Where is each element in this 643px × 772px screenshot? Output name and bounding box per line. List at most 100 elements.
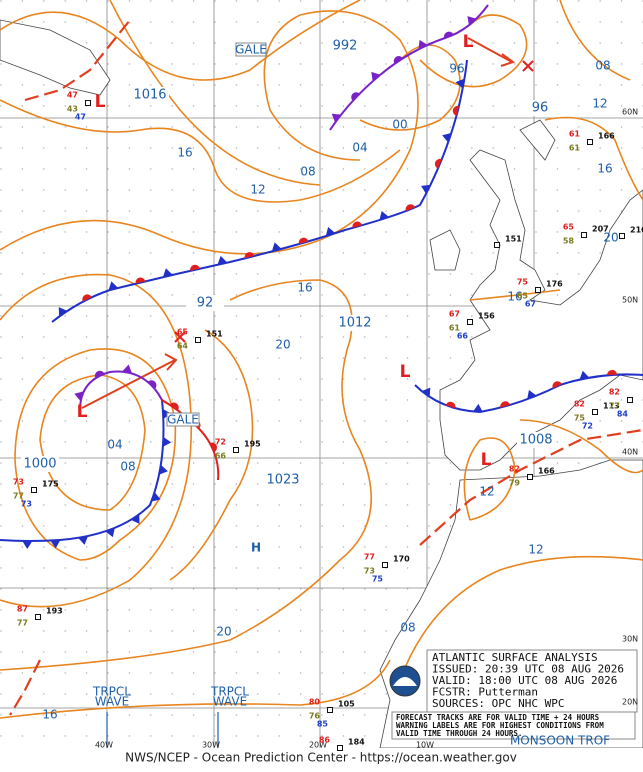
info-line: FCSTR: Putterman	[432, 686, 538, 699]
station-value: 176	[546, 280, 563, 289]
front-symbol	[74, 391, 84, 401]
front-symbol	[418, 39, 428, 50]
station-value: 113	[603, 402, 620, 411]
front-symbol	[58, 307, 68, 317]
station-value: 84	[617, 410, 629, 419]
low-center: L	[463, 32, 474, 52]
front-symbol	[135, 277, 146, 284]
station-value: 43	[67, 105, 78, 114]
isobar-label: 1000	[23, 457, 56, 472]
low-center: L	[95, 92, 106, 112]
front-symbol	[162, 436, 172, 447]
station-symbol	[535, 287, 541, 293]
station-value: 175	[42, 480, 59, 489]
front-symbol	[445, 401, 456, 409]
station-value: 76	[309, 712, 321, 721]
station-symbol	[527, 474, 533, 480]
station-symbol	[494, 242, 500, 248]
label-bg	[186, 295, 224, 311]
station-symbol	[233, 447, 239, 453]
station-value: 79	[509, 479, 521, 488]
front-symbol	[22, 540, 33, 549]
station-value: 47	[67, 91, 78, 100]
station-value: 87	[17, 605, 28, 614]
label-bg	[517, 432, 555, 448]
station-value: 193	[46, 607, 63, 616]
isobar-label: 92	[197, 296, 214, 311]
isobar-label: 04	[107, 438, 122, 452]
station-value: 61	[449, 324, 461, 333]
station-symbol	[581, 232, 587, 238]
front	[0, 399, 165, 542]
isobar-label: 20	[216, 625, 231, 639]
station-value: 65	[517, 292, 529, 301]
low-center: L	[77, 402, 88, 422]
front-symbol	[527, 390, 537, 400]
station-value: 75	[517, 278, 529, 287]
longitude-label: 30W	[202, 741, 220, 750]
station-value: 166	[538, 467, 555, 476]
front-symbol	[371, 71, 381, 82]
station-value: 58	[563, 237, 575, 246]
longitude-label: 40W	[95, 741, 113, 750]
front-symbol	[443, 31, 454, 39]
station-value: 166	[598, 132, 615, 141]
front-symbol	[442, 132, 452, 143]
station-value: 80	[309, 698, 321, 707]
front-symbol	[331, 113, 342, 123]
low-center: L	[481, 450, 492, 470]
isobar-label: 16	[177, 146, 192, 160]
front-symbol	[271, 242, 282, 252]
station-symbol	[592, 409, 598, 415]
station-value: 75	[574, 414, 586, 423]
wave-label: TRPCL	[92, 685, 131, 699]
front-symbol	[151, 492, 161, 502]
front-symbol	[421, 184, 431, 194]
isobar-label: 1023	[266, 473, 299, 488]
station-symbol	[195, 337, 201, 343]
front-symbol	[455, 78, 465, 89]
monsoon-label: MONSOON TROF	[510, 734, 610, 748]
front-symbol	[579, 370, 590, 380]
isobar-label: 1012	[338, 316, 371, 331]
front-symbol	[472, 403, 483, 413]
isobar-label: 08	[120, 460, 135, 474]
station-value: 47	[75, 113, 86, 122]
isobar-label: 12	[592, 97, 607, 111]
info-line: VALID: 18:00 UTC 08 AUG 2026	[432, 674, 617, 687]
front-symbol	[379, 210, 389, 221]
front-symbol	[405, 204, 416, 212]
station-value: 77	[13, 492, 24, 501]
tropical-waves	[106, 712, 219, 748]
station-value: 207	[592, 225, 609, 234]
label-bg	[336, 315, 374, 331]
front-symbol	[147, 380, 157, 389]
front-symbol	[325, 227, 336, 237]
station-value: 82	[609, 388, 620, 397]
station-value: 73	[364, 567, 375, 576]
station-symbol	[327, 707, 333, 713]
label-bg	[326, 38, 364, 54]
station-value: 170	[393, 555, 410, 564]
station-value: 66	[457, 332, 469, 341]
front-symbol	[130, 514, 140, 524]
footer-bg	[0, 748, 643, 768]
station-value: 61	[569, 130, 581, 139]
front-symbol	[217, 255, 228, 265]
latitude-label: 40N	[622, 448, 638, 457]
front-symbol	[159, 464, 168, 475]
station-value: 67	[525, 300, 536, 309]
station-symbol	[85, 100, 91, 106]
front-symbol	[421, 387, 431, 398]
isobar-label: 12	[479, 485, 494, 499]
front-symbol	[94, 370, 105, 378]
station-value: 65	[563, 223, 575, 232]
warning-label: GALE	[167, 413, 199, 427]
isobar-label: 08	[300, 165, 315, 179]
front-symbol	[452, 105, 460, 116]
isobar-label: 20	[603, 231, 618, 245]
forecast-position	[522, 60, 534, 72]
label-boxes	[166, 42, 638, 740]
station-value: 85	[317, 720, 329, 729]
